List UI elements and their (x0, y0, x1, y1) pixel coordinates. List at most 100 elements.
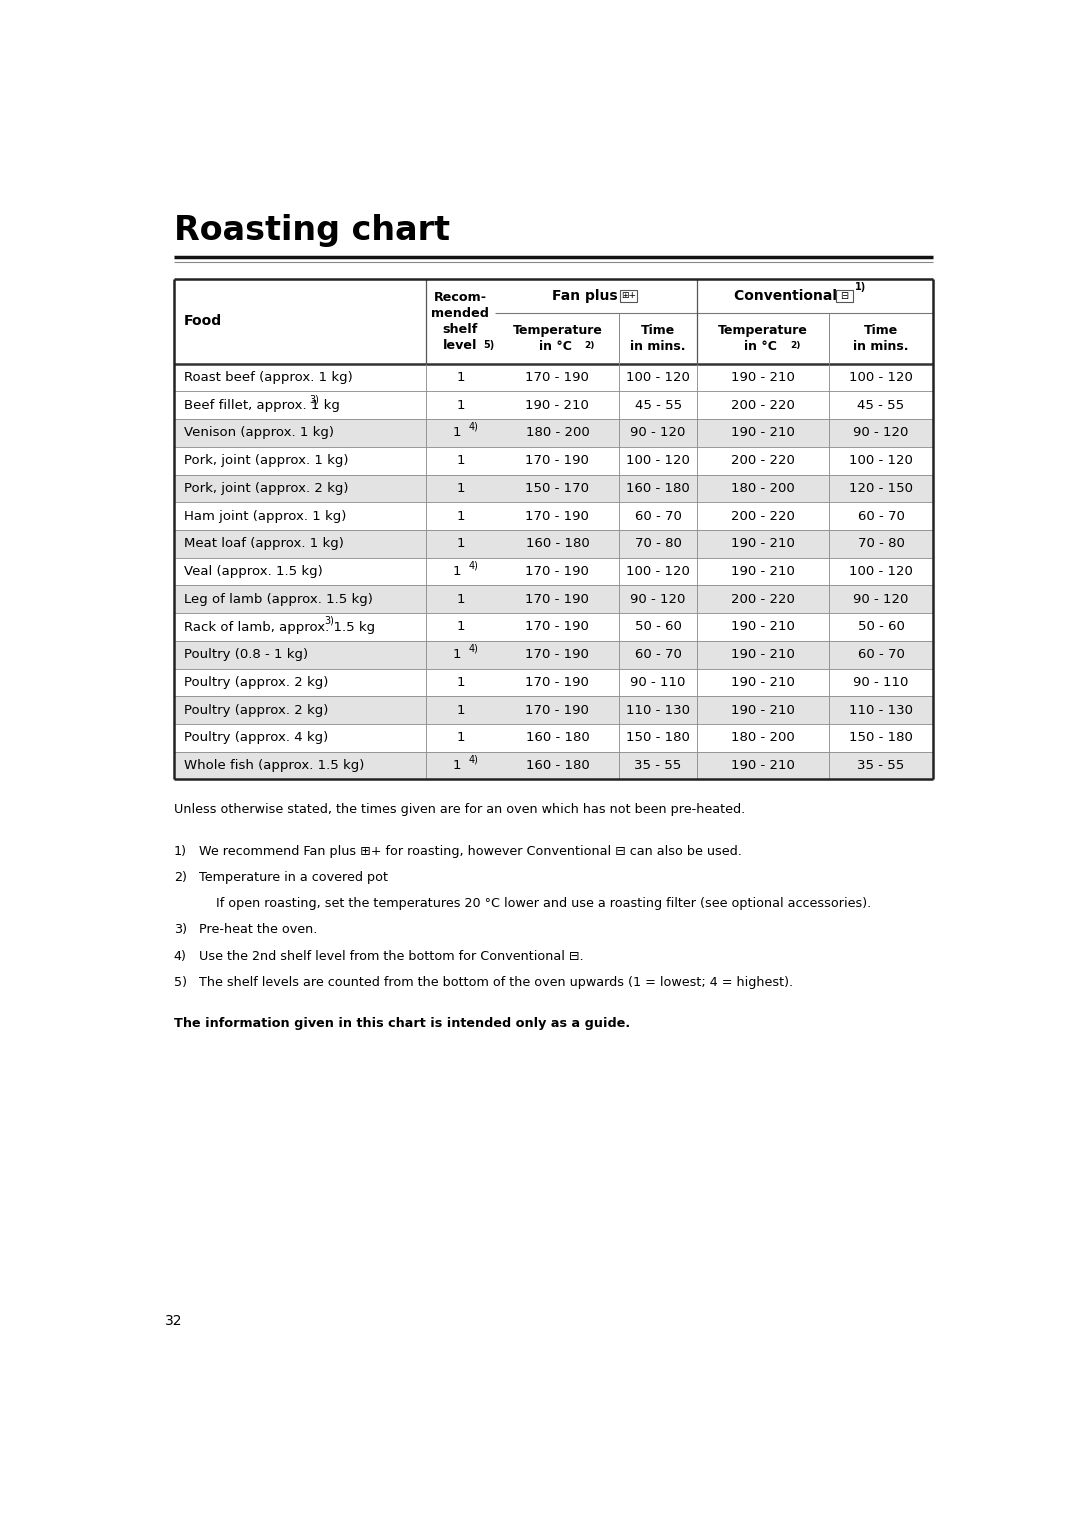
Text: 160 - 180: 160 - 180 (526, 758, 590, 772)
Text: 180 - 200: 180 - 200 (731, 482, 795, 495)
Text: 4): 4) (469, 644, 478, 653)
Bar (174, 474, 933, 502)
Text: Meat loaf (approx. 1 kg): Meat loaf (approx. 1 kg) (184, 537, 343, 550)
Text: 190 - 210: 190 - 210 (731, 621, 795, 633)
Text: 90 - 110: 90 - 110 (853, 676, 908, 690)
Text: 60 - 70: 60 - 70 (635, 648, 681, 661)
Text: Rack of lamb, approx. 1.5 kg: Rack of lamb, approx. 1.5 kg (184, 621, 375, 633)
Text: 170 - 190: 170 - 190 (526, 703, 590, 717)
Bar (174, 278, 933, 364)
Text: 170 - 190: 170 - 190 (526, 621, 590, 633)
Text: Veal (approx. 1.5 kg): Veal (approx. 1.5 kg) (184, 566, 323, 578)
Text: 190 - 210: 190 - 210 (731, 372, 795, 384)
Text: The information given in this chart is intended only as a guide.: The information given in this chart is i… (174, 1017, 630, 1031)
Text: 190 - 210: 190 - 210 (731, 566, 795, 578)
Text: 1: 1 (453, 566, 461, 578)
Text: 60 - 70: 60 - 70 (635, 509, 681, 523)
Text: 1): 1) (174, 846, 187, 858)
Text: 110 - 130: 110 - 130 (626, 703, 690, 717)
Bar (174, 391, 933, 419)
Text: 70 - 80: 70 - 80 (858, 537, 904, 550)
Bar (174, 586, 933, 613)
Text: Temperature in a covered pot: Temperature in a covered pot (199, 872, 388, 884)
Text: Pork, joint (approx. 2 kg): Pork, joint (approx. 2 kg) (184, 482, 349, 495)
Text: 190 - 210: 190 - 210 (731, 648, 795, 661)
Text: 190 - 210: 190 - 210 (731, 758, 795, 772)
Text: Poultry (approx. 2 kg): Poultry (approx. 2 kg) (184, 676, 328, 690)
Text: 100 - 120: 100 - 120 (626, 566, 690, 578)
Text: 150 - 180: 150 - 180 (626, 731, 690, 745)
Text: 200 - 220: 200 - 220 (731, 454, 795, 468)
Text: Pre-heat the oven.: Pre-heat the oven. (199, 924, 316, 936)
Bar (620, 291, 637, 301)
Bar (620, 291, 637, 301)
Text: Leg of lamb (approx. 1.5 kg): Leg of lamb (approx. 1.5 kg) (184, 593, 373, 605)
Text: 1: 1 (456, 482, 464, 495)
Text: Poultry (0.8 - 1 kg): Poultry (0.8 - 1 kg) (184, 648, 308, 661)
Text: 160 - 180: 160 - 180 (526, 537, 590, 550)
Bar (836, 291, 853, 301)
Text: 170 - 190: 170 - 190 (526, 509, 590, 523)
Text: 1: 1 (453, 648, 461, 661)
Text: 170 - 190: 170 - 190 (526, 593, 590, 605)
Text: 90 - 120: 90 - 120 (631, 593, 686, 605)
Text: 1: 1 (456, 593, 464, 605)
Text: 3): 3) (324, 616, 335, 625)
Text: 60 - 70: 60 - 70 (858, 509, 904, 523)
Text: 45 - 55: 45 - 55 (858, 399, 905, 411)
Text: 4): 4) (469, 422, 478, 431)
Text: 100 - 120: 100 - 120 (626, 372, 690, 384)
Text: 190 - 210: 190 - 210 (526, 399, 590, 411)
Text: We recommend Fan plus ⊞+ for roasting, however Conventional ⊟ can also be used.: We recommend Fan plus ⊞+ for roasting, h… (199, 846, 742, 858)
Text: 2): 2) (789, 341, 800, 350)
Text: 45 - 55: 45 - 55 (635, 399, 681, 411)
Text: 60 - 70: 60 - 70 (858, 648, 904, 661)
Text: Recom-
mended
shelf
level: Recom- mended shelf level (432, 291, 489, 352)
Text: 3): 3) (174, 924, 187, 936)
Bar (174, 558, 933, 586)
Text: Use the 2nd shelf level from the bottom for Conventional ⊟.: Use the 2nd shelf level from the bottom … (199, 950, 583, 963)
Text: 170 - 190: 170 - 190 (526, 372, 590, 384)
Bar (174, 446, 933, 474)
Text: 1: 1 (456, 537, 464, 550)
Text: Beef fillet, approx. 1 kg: Beef fillet, approx. 1 kg (184, 399, 340, 411)
Text: 1: 1 (453, 427, 461, 439)
Text: 170 - 190: 170 - 190 (526, 454, 590, 468)
Bar (174, 364, 933, 391)
Text: 1: 1 (453, 758, 461, 772)
Text: 180 - 200: 180 - 200 (526, 427, 590, 439)
Text: 35 - 55: 35 - 55 (858, 758, 905, 772)
Text: 170 - 190: 170 - 190 (526, 676, 590, 690)
Text: Time
in mins.: Time in mins. (631, 324, 686, 353)
Text: 1: 1 (456, 621, 464, 633)
Text: 2): 2) (584, 341, 595, 350)
Text: 32: 32 (164, 1315, 181, 1329)
Text: 1: 1 (456, 509, 464, 523)
Text: Conventional: Conventional (734, 289, 842, 303)
Text: ⊟: ⊟ (840, 291, 849, 301)
Text: 35 - 55: 35 - 55 (635, 758, 681, 772)
Text: 4): 4) (469, 754, 478, 764)
Text: 50 - 60: 50 - 60 (635, 621, 681, 633)
Text: 190 - 210: 190 - 210 (731, 703, 795, 717)
Text: 4): 4) (174, 950, 187, 963)
Text: Venison (approx. 1 kg): Venison (approx. 1 kg) (184, 427, 334, 439)
Text: 190 - 210: 190 - 210 (731, 676, 795, 690)
Text: 200 - 220: 200 - 220 (731, 509, 795, 523)
Text: 180 - 200: 180 - 200 (731, 731, 795, 745)
Text: 90 - 120: 90 - 120 (631, 427, 686, 439)
Text: 160 - 180: 160 - 180 (526, 731, 590, 745)
Text: 170 - 190: 170 - 190 (526, 566, 590, 578)
Text: 1: 1 (456, 372, 464, 384)
Text: Roast beef (approx. 1 kg): Roast beef (approx. 1 kg) (184, 372, 352, 384)
Text: 160 - 180: 160 - 180 (626, 482, 690, 495)
Text: Roasting chart: Roasting chart (174, 214, 449, 246)
Text: Poultry (approx. 4 kg): Poultry (approx. 4 kg) (184, 731, 328, 745)
Text: 4): 4) (469, 561, 478, 570)
Text: 100 - 120: 100 - 120 (849, 372, 913, 384)
Bar (174, 419, 933, 446)
Text: 1: 1 (456, 703, 464, 717)
Text: 190 - 210: 190 - 210 (731, 427, 795, 439)
Bar (174, 641, 933, 668)
Text: Food: Food (184, 315, 222, 329)
